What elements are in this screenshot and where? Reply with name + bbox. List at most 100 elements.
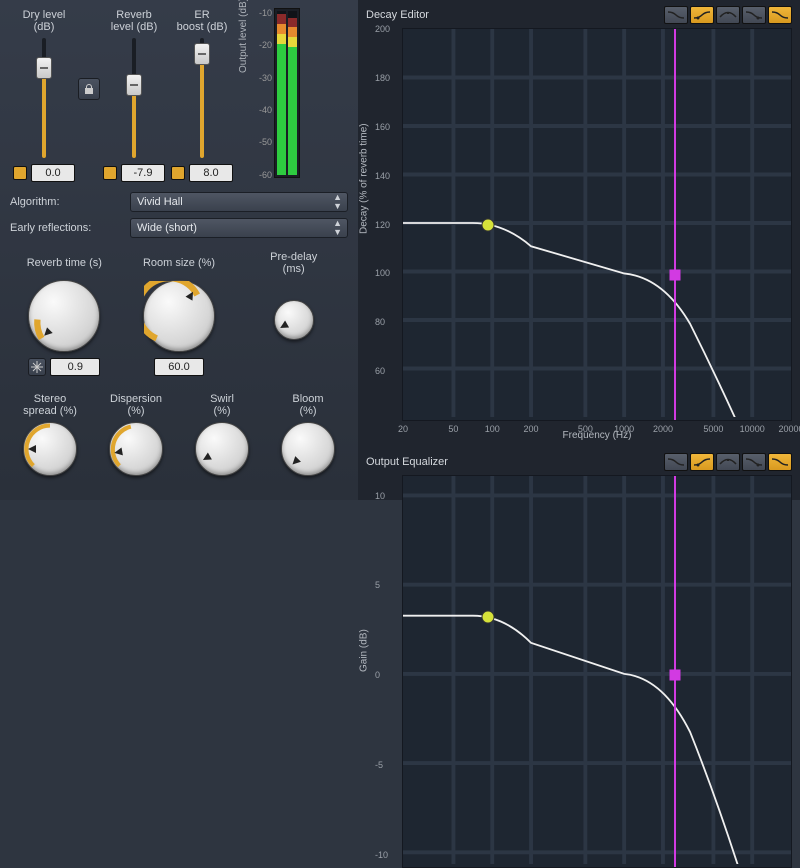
bloom-knob[interactable] — [281, 422, 335, 476]
dispersion-label: Dispersion(%) — [110, 392, 162, 418]
curve-tool-bell[interactable] — [716, 6, 740, 24]
stereo-spread-knob[interactable] — [23, 422, 77, 476]
dry-level-label: Dry level(dB) — [23, 8, 66, 34]
eq-plot[interactable]: 10 5 0 -5 -10 — [402, 475, 792, 868]
algorithm-row: Algorithm: Vivid Hall ▲▼ — [10, 192, 348, 212]
meter-tick: -60 — [259, 170, 272, 180]
meter-tick: -30 — [259, 73, 272, 83]
curve-tool-bell[interactable] — [716, 453, 740, 471]
knob-arc — [29, 281, 99, 351]
freeze-button[interactable] — [28, 358, 46, 376]
reverb-time-col: Reverb time (s) 0.9 — [10, 250, 119, 376]
reverb-time-knob[interactable] — [28, 280, 100, 352]
dry-level-indicator[interactable] — [13, 166, 27, 180]
reverb-level-col: Reverblevel (dB) -7.9 — [100, 8, 168, 182]
algorithm-value: Vivid Hall — [137, 196, 183, 208]
meter-tick: -20 — [259, 40, 272, 50]
eq-tool-row — [664, 453, 792, 471]
curve-tool-lowshelf-active[interactable] — [690, 6, 714, 24]
output-eq-editor: Output Equalizer Gain (dB) — [358, 447, 800, 868]
stereo-spread-label: Stereospread (%) — [23, 392, 77, 418]
algorithm-dropdown[interactable]: Vivid Hall ▲▼ — [130, 192, 348, 212]
swirl-label: Swirl(%) — [210, 392, 234, 418]
er-boost-thumb[interactable] — [194, 43, 210, 65]
er-dropdown[interactable]: Wide (short) ▲▼ — [130, 218, 348, 238]
reverb-level-value[interactable]: -7.9 — [121, 164, 165, 182]
reverb-level-thumb[interactable] — [126, 74, 142, 96]
output-meter — [274, 8, 300, 178]
eq-lf-handle[interactable] — [482, 610, 495, 623]
decay-hf-handle[interactable] — [669, 270, 680, 281]
dispersion-col: Dispersion(%) — [96, 392, 176, 476]
room-size-knob[interactable] — [143, 280, 215, 352]
meter-axis: Output level (dB) -10 -20 -30 -40 -50 -6… — [244, 8, 274, 178]
knob-row-2: Stereospread (%) Dispersion(%) Swirl(%) … — [10, 392, 348, 476]
knob-row-1: Reverb time (s) 0.9 Room size (%) 60.0 — [10, 250, 348, 376]
decay-y-axis-label: Decay (% of reverb time) — [359, 123, 370, 234]
reverb-level-indicator[interactable] — [103, 166, 117, 180]
right-editors-panel: Decay Editor Decay (% of reverb time) — [358, 0, 800, 500]
er-dropdown-label: Early reflections: — [10, 222, 122, 234]
curve-tool-lowshelf[interactable] — [664, 453, 688, 471]
algorithm-label: Algorithm: — [10, 196, 122, 208]
meter-tick: -10 — [259, 8, 272, 18]
decay-editor: Decay Editor Decay (% of reverb time) — [358, 0, 800, 447]
curve-tool-highshelf-active[interactable] — [768, 453, 792, 471]
lock-icon — [83, 83, 95, 95]
decay-editor-title: Decay Editor — [366, 9, 429, 21]
meter-bar-right — [288, 11, 297, 175]
meter-bar-left — [277, 11, 286, 175]
room-size-label: Room size (%) — [143, 250, 215, 276]
er-boost-col: ERboost (dB) 8.0 — [168, 8, 236, 182]
decay-plot-svg — [403, 29, 791, 417]
er-row: Early reflections: Wide (short) ▲▼ — [10, 218, 348, 238]
decay-hf-line[interactable] — [674, 29, 676, 420]
eq-hf-handle[interactable] — [669, 670, 680, 681]
swirl-col: Swirl(%) — [182, 392, 262, 476]
dry-level-thumb[interactable] — [36, 57, 52, 79]
top-slider-row: Dry level(dB) 0.0 Reverblevel (dB) - — [10, 8, 348, 182]
updown-icon: ▲▼ — [333, 193, 341, 211]
er-dropdown-value: Wide (short) — [137, 222, 197, 234]
room-size-value[interactable]: 60.0 — [154, 358, 204, 376]
er-boost-indicator[interactable] — [171, 166, 185, 180]
dry-level-value[interactable]: 0.0 — [31, 164, 75, 182]
knob-arc — [144, 281, 214, 351]
reverb-level-label: Reverblevel (dB) — [111, 8, 157, 34]
reverb-level-slider[interactable] — [124, 38, 144, 158]
curve-tool-highshelf-active[interactable] — [768, 6, 792, 24]
bloom-col: Bloom(%) — [268, 392, 348, 476]
reverb-time-label: Reverb time (s) — [27, 250, 102, 276]
updown-icon: ▲▼ — [333, 219, 341, 237]
eq-editor-title: Output Equalizer — [366, 456, 448, 468]
dry-level-slider[interactable] — [34, 38, 54, 158]
swirl-knob[interactable] — [195, 422, 249, 476]
curve-tool-lowshelf[interactable] — [664, 6, 688, 24]
er-boost-value[interactable]: 8.0 — [189, 164, 233, 182]
curve-tool-lowshelf-active[interactable] — [690, 453, 714, 471]
decay-tool-row — [664, 6, 792, 24]
curve-tool-highshelf[interactable] — [742, 6, 766, 24]
left-controls-panel: Dry level(dB) 0.0 Reverblevel (dB) - — [0, 0, 358, 500]
meter-axis-label: Output level (dB) — [238, 0, 249, 73]
er-boost-slider[interactable] — [192, 38, 212, 158]
meter-tick: -50 — [259, 137, 272, 147]
dry-level-col: Dry level(dB) 0.0 — [10, 8, 78, 182]
reverb-time-value[interactable]: 0.9 — [50, 358, 100, 376]
er-boost-label: ERboost (dB) — [177, 8, 228, 34]
decay-lf-handle[interactable] — [482, 218, 495, 231]
snowflake-icon — [31, 361, 43, 373]
curve-tool-highshelf[interactable] — [742, 453, 766, 471]
eq-y-axis-label: Gain (dB) — [359, 629, 370, 672]
link-lock-button[interactable] — [78, 78, 100, 100]
decay-plot[interactable]: 200 180 160 140 120 100 80 60 20 50 100 … — [402, 28, 792, 421]
predelay-label: Pre-delay(ms) — [270, 250, 317, 276]
bloom-label: Bloom(%) — [292, 392, 323, 418]
dispersion-knob[interactable] — [109, 422, 163, 476]
stereo-spread-col: Stereospread (%) — [10, 392, 90, 476]
decay-x-axis-label: Frequency (Hz) — [563, 430, 632, 441]
meter-tick: -40 — [259, 105, 272, 115]
predelay-knob[interactable] — [274, 300, 314, 340]
eq-plot-svg — [403, 476, 791, 864]
output-meter-section: Output level (dB) -10 -20 -30 -40 -50 -6… — [244, 8, 300, 178]
